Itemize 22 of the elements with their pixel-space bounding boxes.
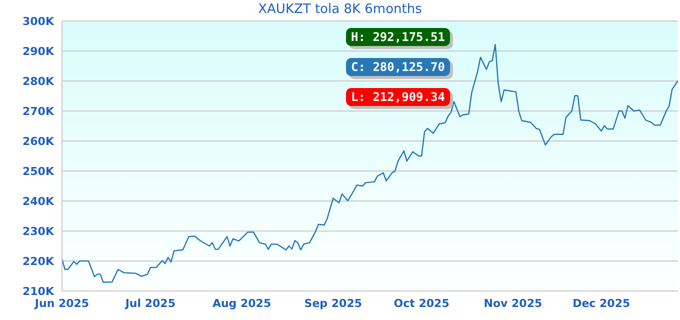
y-tick-label: 230K xyxy=(22,224,54,238)
y-tick-label: 250K xyxy=(22,164,54,178)
y-tick-label: 220K xyxy=(22,254,54,268)
y-tick-label: 300K xyxy=(22,14,54,28)
annotation: L: 212,909.34 xyxy=(346,88,450,106)
x-tick-label: Dec 2025 xyxy=(572,296,630,310)
chart-title: XAUKZT tola 8K 6months xyxy=(258,2,422,17)
y-tick-label: 210K xyxy=(22,284,54,298)
y-tick-label: 290K xyxy=(22,44,54,58)
y-tick-label: 240K xyxy=(22,194,54,208)
x-tick-label: Sep 2025 xyxy=(304,296,362,310)
y-tick-label: 280K xyxy=(22,74,54,88)
annotation: H: 292,175.51 xyxy=(346,28,450,46)
x-tick-label: Nov 2025 xyxy=(484,296,542,310)
annotation: C: 280,125.70 xyxy=(346,58,450,76)
x-tick-label: Oct 2025 xyxy=(394,296,450,310)
y-tick-label: 260K xyxy=(22,134,54,148)
y-tick-label: 270K xyxy=(22,104,54,118)
x-tick-label: Aug 2025 xyxy=(212,296,272,310)
line-series xyxy=(62,44,678,283)
x-tick-label: Jul 2025 xyxy=(124,296,176,310)
x-tick-label: Jun 2025 xyxy=(34,296,90,310)
